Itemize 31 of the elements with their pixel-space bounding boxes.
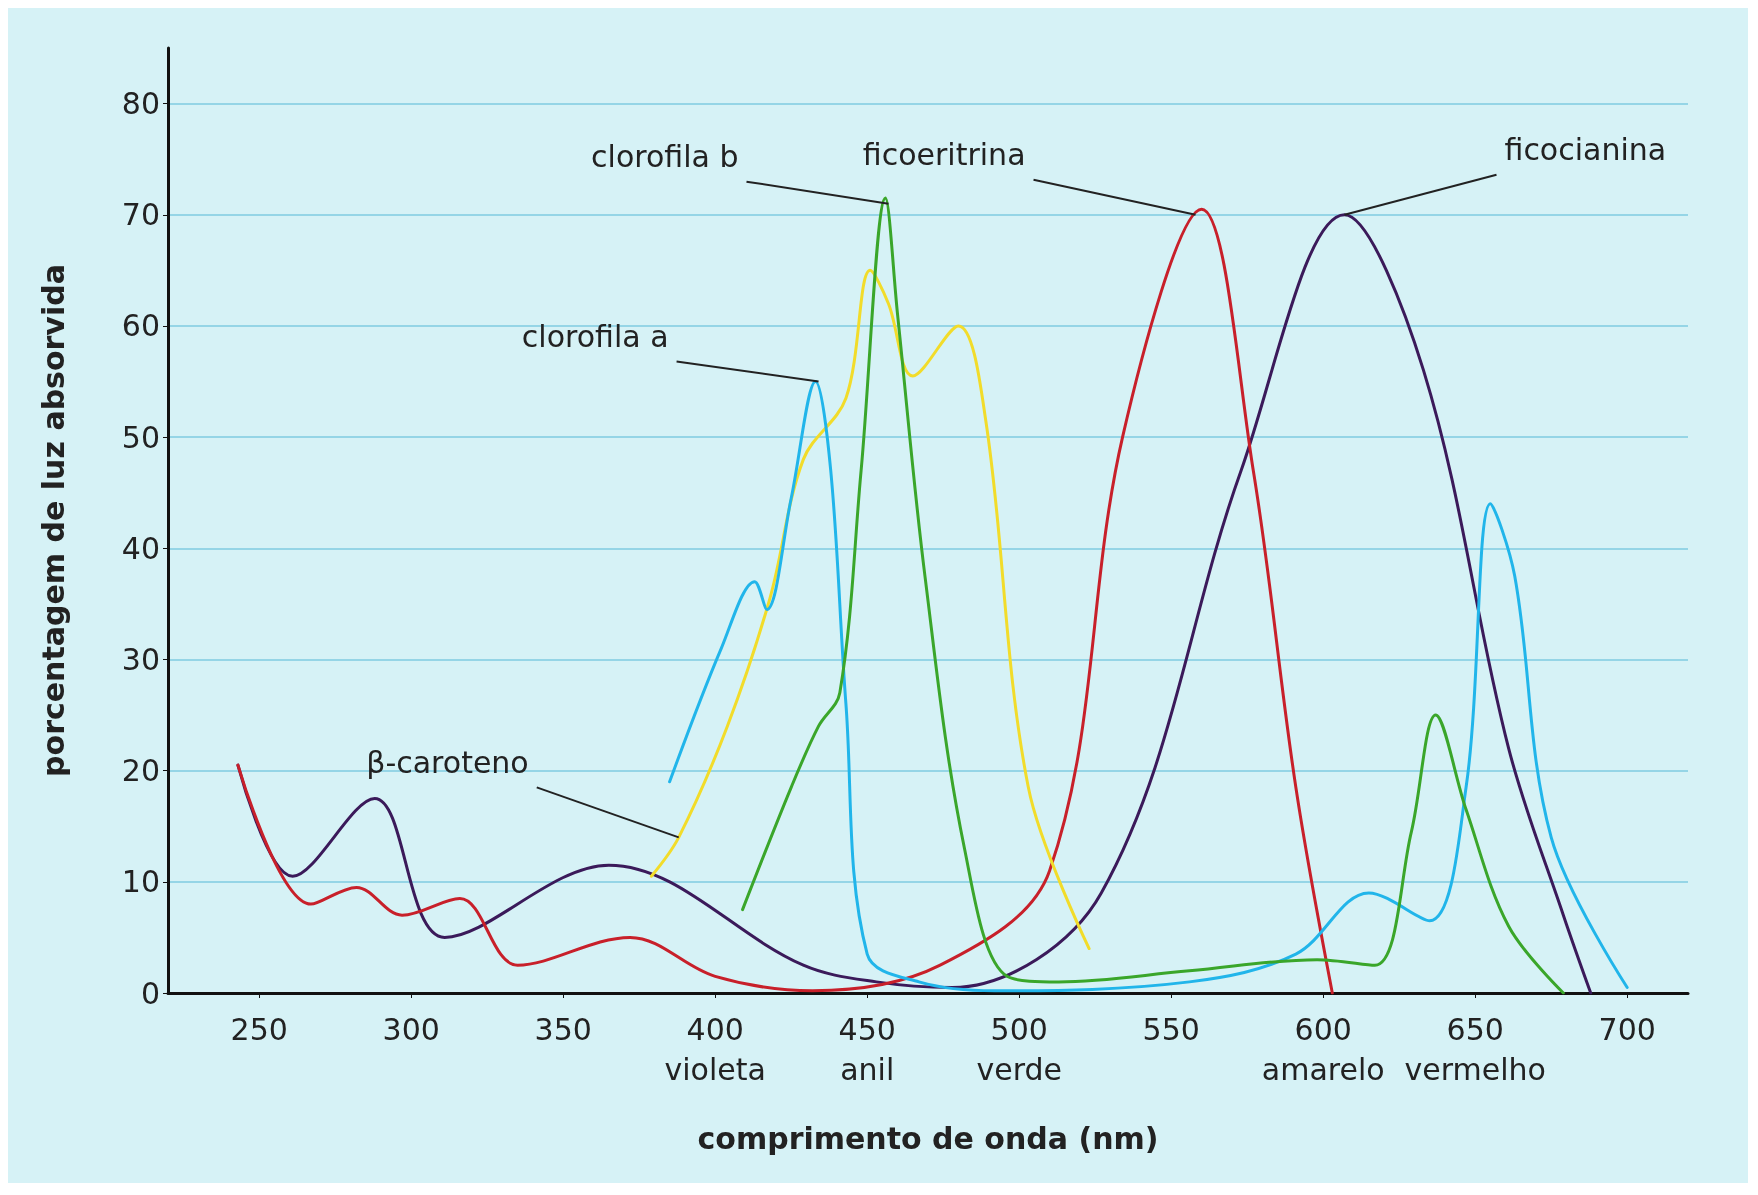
x-tick-label: 400 violeta xyxy=(664,1011,766,1087)
line-series xyxy=(236,213,1593,995)
y-tick-label: 50 xyxy=(121,419,160,455)
x-tick-label: 650 vermelho xyxy=(1404,1011,1546,1087)
x-tick-label: 350 xyxy=(534,1011,592,1047)
y-tick-label: 80 xyxy=(121,86,160,122)
line-series xyxy=(236,207,1334,995)
x-tick-label: 700 xyxy=(1598,1011,1656,1047)
x-tick-label: 300 xyxy=(382,1011,440,1047)
line-series xyxy=(741,196,1565,995)
line-series xyxy=(668,380,1629,993)
x-tick-label: 250 xyxy=(230,1011,288,1047)
annotation: clorofila a xyxy=(521,319,669,355)
x-tick-label: 450 anil xyxy=(838,1011,896,1087)
x-tick-label: 550 xyxy=(1142,1011,1200,1047)
y-tick-label: 10 xyxy=(121,864,160,900)
annotation: clorofila b xyxy=(591,139,739,175)
x-axis-title: comprimento de onda (nm) xyxy=(697,1120,1159,1156)
annotation: ficocianina xyxy=(1504,132,1667,168)
y-tick-label: 70 xyxy=(121,197,160,233)
y-tick-label: 30 xyxy=(121,641,160,677)
y-tick-label: 40 xyxy=(121,530,160,566)
y-tick-label: 20 xyxy=(121,753,160,789)
y-tick-label: 60 xyxy=(121,308,160,344)
annotation: β-caroteno xyxy=(366,744,529,780)
y-axis-title: porcentagem de luz absorvida xyxy=(35,264,71,777)
x-tick-label: 500 verde xyxy=(976,1011,1062,1087)
x-tick-label: 600 amarelo xyxy=(1261,1011,1385,1087)
annotation: ficoeritrina xyxy=(862,137,1026,173)
line-series xyxy=(649,268,1091,951)
y-tick-label: 0 xyxy=(140,975,160,1011)
